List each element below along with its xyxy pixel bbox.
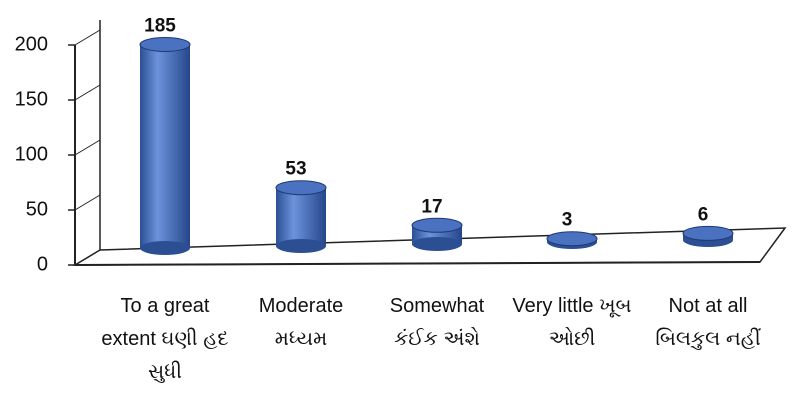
bar-body: [140, 44, 190, 248]
bar-bottom: [412, 237, 462, 251]
y-tick-label: 0: [37, 253, 48, 275]
bar-top: [546, 231, 598, 247]
data-label: 17: [421, 196, 442, 217]
data-label: 185: [144, 16, 176, 37]
wall-line: [74, 139, 101, 156]
wall-line: [74, 29, 101, 46]
bar-top: [411, 217, 463, 233]
x-tick-label: To a great extent ઘણી હદ સુધી: [101, 295, 229, 383]
bar-bottom: [140, 241, 190, 255]
data-label: 3: [562, 210, 573, 231]
bar-top: [682, 225, 734, 241]
data-label: 6: [698, 204, 709, 225]
y-tick-label: 50: [26, 198, 48, 220]
y-tick-label: 200: [15, 33, 48, 55]
wall-line: [74, 249, 101, 266]
data-label: 53: [285, 159, 306, 180]
x-axis: [74, 261, 761, 266]
bar-top: [139, 37, 191, 52]
y-tick-label: 150: [15, 88, 48, 110]
x-tick-label: Moderate મધ્યમ: [258, 295, 344, 350]
bar-top: [275, 180, 327, 196]
bar-bottom: [276, 239, 326, 253]
y-tick-label: 100: [15, 143, 48, 165]
x-tick-label: Not at all બિલકુલ નહીં: [655, 295, 761, 350]
x-tick-label: Somewhat કંઈક અંશે: [389, 295, 485, 350]
wall-line: [74, 194, 101, 211]
wall-line: [74, 84, 101, 101]
bar-body: [276, 187, 326, 246]
x-tick-label: Very little ખૂબ ઓછી: [512, 295, 632, 350]
